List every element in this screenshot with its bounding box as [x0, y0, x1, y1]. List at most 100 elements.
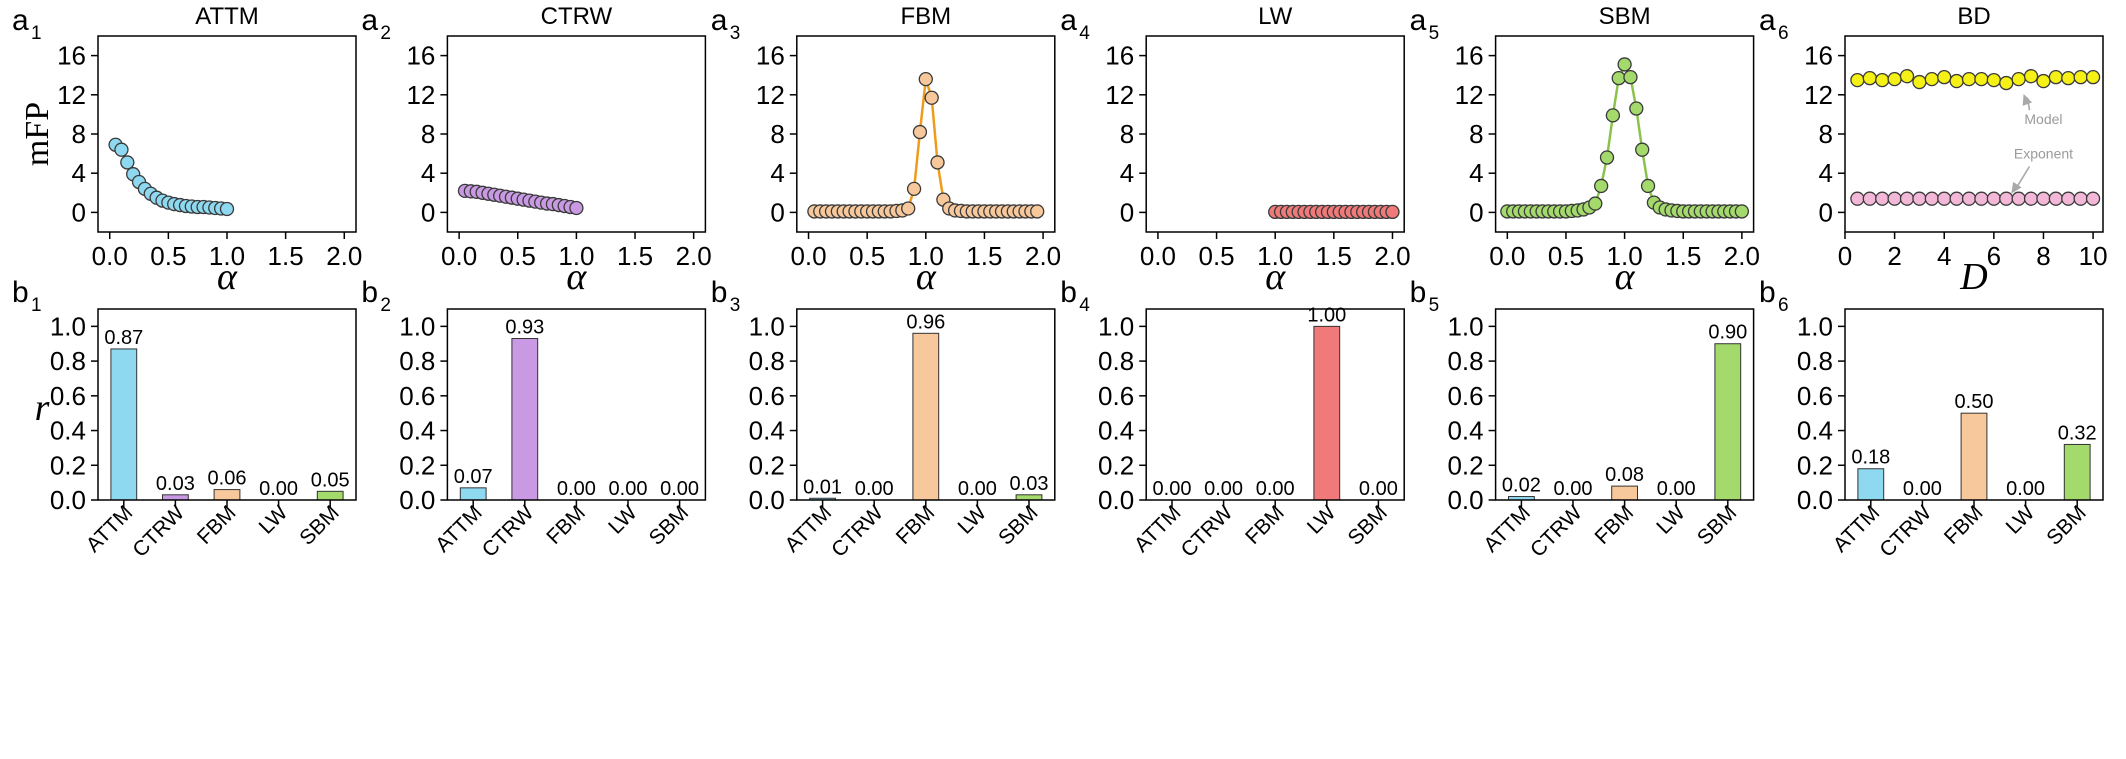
y-tick-label: 0.8	[1098, 346, 1134, 376]
y-tick-label: 0.2	[50, 450, 86, 480]
bar-value-label: 1.00	[1307, 304, 1346, 326]
data-point	[1030, 204, 1045, 219]
x-category-label: SBM	[295, 501, 343, 549]
x-tick-label: 0.0	[441, 241, 477, 271]
x-category-label: FBM	[1241, 501, 1289, 549]
x-category-label: SBM	[2042, 501, 2090, 549]
x-axis-label: α	[916, 256, 937, 298]
x-tick-label: 2.0	[1374, 241, 1410, 271]
plot-frame	[1145, 35, 1405, 233]
plot-frame	[97, 35, 357, 233]
y-tick-label: 12	[406, 80, 435, 110]
plot-frame	[446, 308, 707, 501]
y-tick-label: 0.4	[1447, 416, 1483, 446]
y-tick-label: 0	[72, 197, 86, 227]
data-point	[1850, 191, 1865, 206]
panel-subscript: 1	[31, 23, 42, 44]
panel-letter: b	[1410, 276, 1427, 309]
x-category-label: FBM	[892, 501, 940, 549]
bar-ctrw	[162, 494, 189, 501]
panel-a5: a 5 SBM 0 4 8 12 16 0.0 0.5 1.0 1.5 2.0 α	[1410, 3, 1760, 298]
panel-letter: a	[1060, 4, 1077, 37]
x-category-label: SBM	[994, 501, 1042, 549]
y-tick-label: 16	[1455, 41, 1484, 71]
x-category-label: LW	[1652, 501, 1690, 539]
panel-title: SBM	[1599, 3, 1651, 30]
y-tick-label: 0	[1469, 197, 1483, 227]
data-point	[1924, 191, 1939, 206]
x-tick-label: 1.0	[558, 241, 594, 271]
panel-letter: a	[711, 4, 728, 37]
data-point	[1937, 70, 1952, 85]
data-point	[1887, 191, 1902, 206]
y-tick-label: 0.0	[1797, 485, 1833, 515]
data-point	[2061, 70, 2076, 86]
x-tick-label: 1.0	[1257, 241, 1293, 271]
bar-value-label: 0.00	[1204, 478, 1243, 500]
y-tick-label: 16	[406, 41, 435, 71]
y-tick-label: 0.6	[749, 381, 785, 411]
x-tick-label: 0.0	[790, 241, 826, 271]
y-tick-label: 0.6	[399, 381, 435, 411]
data-point	[901, 201, 916, 216]
bar-attm	[1857, 468, 1885, 501]
y-tick-label: 0.0	[399, 485, 435, 515]
y-tick-label: 0.6	[1098, 381, 1134, 411]
data-point	[2023, 69, 2039, 84]
x-tick-label: 4	[1937, 241, 1951, 271]
x-category-label: LW	[2002, 501, 2040, 539]
bar-value-label: 0.03	[1010, 473, 1049, 495]
x-tick-label: 2.0	[326, 241, 362, 271]
y-tick-label: 8	[72, 119, 86, 149]
data-point	[1605, 108, 1621, 123]
x-tick-label: 1.0	[1607, 241, 1643, 271]
y-tick-label: 8	[421, 119, 435, 149]
data-point	[2048, 191, 2064, 206]
y-tick-label: 16	[756, 41, 785, 71]
bar-value-label: 0.00	[259, 478, 298, 500]
y-axis-label: mFP	[19, 102, 56, 166]
panel-letter: b	[1060, 276, 1077, 309]
x-category-label: LW	[255, 501, 293, 539]
data-point	[2011, 71, 2026, 87]
bar-value-label: 0.32	[2058, 422, 2097, 444]
x-axis-label: α	[1615, 256, 1636, 298]
bar-value-label: 0.00	[1256, 478, 1295, 500]
data-point	[1385, 204, 1400, 220]
data-point	[1862, 70, 1877, 86]
panel-b3: b 30.00.20.40.60.81.00.01ATTM0.00CTRW0.96…	[711, 276, 1056, 562]
bar-value-label: 0.90	[1708, 322, 1747, 344]
y-tick-label: 1.0	[1098, 311, 1134, 341]
data-point	[2023, 191, 2039, 206]
x-tick-label: 0.0	[1489, 241, 1525, 271]
x-category-label: CTRW	[478, 501, 539, 562]
data-point	[1899, 69, 1915, 84]
data-point	[2085, 70, 2101, 85]
y-tick-label: 0.6	[1447, 381, 1483, 411]
panel-subscript: 5	[1429, 23, 1440, 44]
panel-subscript: 3	[730, 295, 741, 316]
x-tick-label: 0.5	[500, 241, 536, 271]
bar-value-label: 0.96	[906, 311, 945, 333]
bar-value-label: 0.00	[2006, 478, 2045, 500]
data-point	[1961, 71, 1977, 87]
x-tick-label: 1.0	[209, 241, 245, 271]
bar-value-label: 0.00	[609, 478, 648, 500]
panel-a3: a 3 FBM 0 4 8 12 16 0.0 0.5 1.0 1.5 2.0 α	[711, 3, 1061, 298]
x-tick-label: 1.5	[617, 241, 653, 271]
panel-letter: b	[711, 276, 728, 309]
x-category-label: ATTM	[781, 501, 837, 557]
x-category-label: LW	[1303, 501, 1341, 539]
bar-value-label: 0.87	[104, 327, 143, 349]
y-tick-label: 1.0	[749, 311, 785, 341]
annotation-label: Exponent	[2014, 146, 2073, 162]
panel-letter: a	[1410, 4, 1427, 37]
y-tick-label: 4	[1819, 158, 1833, 188]
annotation-arrow-head	[2011, 181, 2022, 194]
bar-fbm	[213, 489, 241, 501]
y-axis-label: r	[35, 387, 50, 429]
bar-value-label: 0.93	[505, 317, 544, 339]
x-tick-label: 0.5	[849, 241, 885, 271]
